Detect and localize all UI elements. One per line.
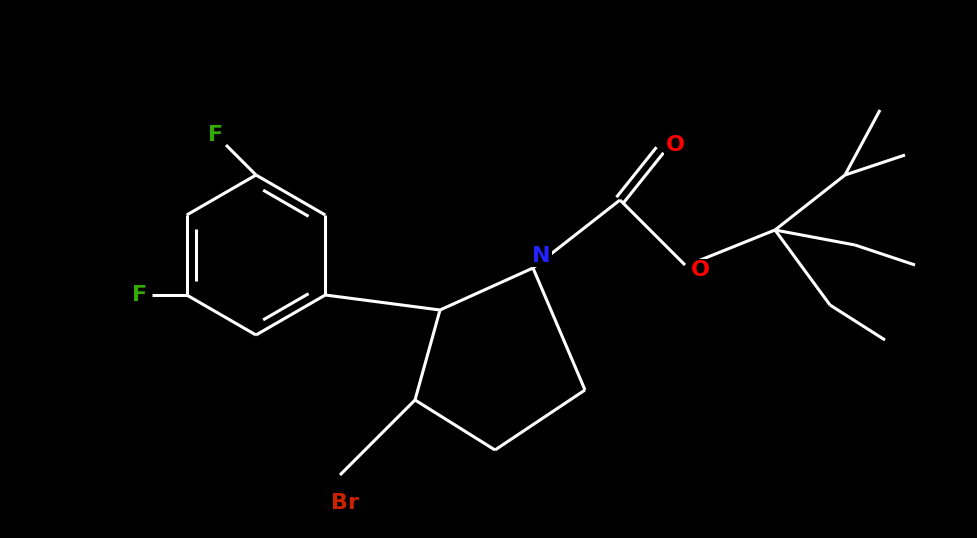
Text: O: O xyxy=(691,260,709,280)
Text: F: F xyxy=(132,285,148,305)
Text: Br: Br xyxy=(331,493,359,513)
Text: N: N xyxy=(531,246,550,266)
Text: O: O xyxy=(665,135,685,155)
Text: F: F xyxy=(208,125,224,145)
